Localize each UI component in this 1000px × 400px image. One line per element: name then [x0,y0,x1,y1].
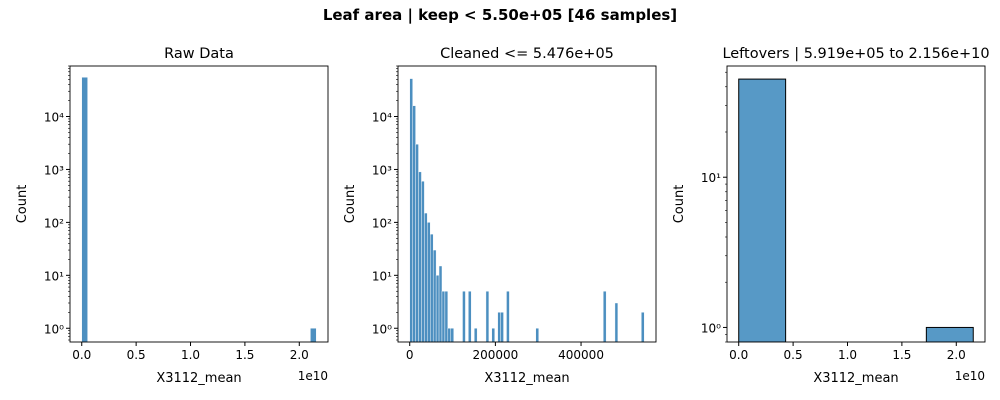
bar [614,302,619,342]
bar [310,328,317,342]
bar [491,328,495,342]
bar [603,291,607,342]
axes-frame [726,65,986,343]
bar [418,171,422,342]
bar [485,291,490,342]
bar [506,291,510,342]
x-offset-label: 1e10 [955,369,985,383]
bar [641,312,645,342]
x-tick-label: 2.0 [947,348,966,362]
y-tick-label: 10⁰ [701,321,721,335]
bar [441,291,446,342]
y-tick-label: 10² [44,216,64,230]
x-tick-label: 1.5 [235,348,254,362]
subplot: 0.0 0.5 1.0 1.5 2.0 10⁰ 10¹ 10² 10³ 10⁴ Raw Data X3… [15,46,329,386]
y-tick-label: 10³ [372,163,392,177]
x-tick-label: 400000 [558,348,604,362]
x-tick-label: 1.0 [181,348,200,362]
axes-frame [69,65,329,343]
x-tick-label: 1.5 [892,348,911,362]
y-tick-label: 10⁴ [44,111,64,125]
subplot: 0 200000 400000 10⁰ 10¹ 10² 10³ 10⁴ Cleaned <= 5… [343,46,657,386]
bar [430,233,434,342]
bar [474,328,478,342]
bars [738,78,974,342]
x-offset-label: 1e10 [298,369,328,383]
bar [500,312,504,342]
subplot-title: Leftovers | 5.919e+05 to 2.156e+10 [722,46,989,62]
x-tick-label: 1.0 [838,348,857,362]
bar [435,275,440,342]
bar [421,180,425,342]
bar [412,105,416,342]
bar [925,326,974,342]
bar [409,78,413,342]
subplot-title: Raw Data [164,46,234,62]
bar [462,291,466,342]
y-tick-label: 10⁰ [44,322,64,336]
bar [424,212,428,342]
bar [447,328,451,342]
subplot-title: Cleaned <= 5.476e+05 [440,46,614,62]
x-tick-label: 0.5 [784,348,803,362]
y-tick-label: 10² [372,216,392,230]
bar [432,249,437,342]
bars [409,78,645,342]
figure-title: Leaf area | keep < 5.50e+05 [46 samples] [323,6,677,25]
x-tick-label: 2.0 [290,348,309,362]
y-tick-label: 10⁰ [372,322,392,336]
subplot: 0.0 0.5 1.0 1.5 2.0 10⁰ 10¹ Leftovers | 5.919e+… [672,46,990,386]
bar [81,77,88,342]
bar [427,222,431,342]
x-tick-label: 0.0 [729,348,748,362]
x-axis-label: X3112_mean [484,371,569,386]
x-tick-label: 200000 [472,348,518,362]
bar [468,291,472,342]
bar [738,78,787,342]
x-axis-label: X3112_mean [156,371,241,386]
axes-frame [397,65,657,343]
y-tick-label: 10⁴ [372,111,392,125]
x-axis-label: X3112_mean [813,371,898,386]
y-axis-label: Count [15,185,30,224]
y-tick-label: 10¹ [372,269,392,283]
y-tick-label: 10³ [44,163,64,177]
y-tick-label: 10¹ [701,171,721,185]
bar [497,312,501,342]
x-tick-label: 0.5 [127,348,146,362]
y-tick-label: 10¹ [44,269,64,283]
bar [535,328,539,342]
bar [415,143,419,342]
bar [450,328,454,342]
y-axis-label: Count [672,185,687,224]
x-tick-label: 0 [406,348,414,362]
bar [438,265,443,342]
x-tick-label: 0.0 [72,348,91,362]
y-axis-label: Count [343,185,358,224]
bar [444,291,449,342]
